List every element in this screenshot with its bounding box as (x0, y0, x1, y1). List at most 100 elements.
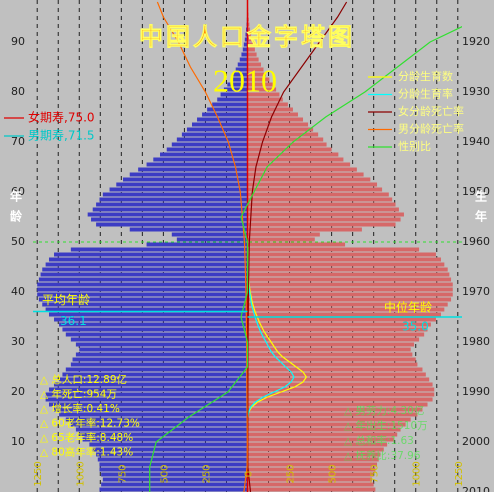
male-bar (59, 377, 248, 382)
female-bar (247, 152, 339, 157)
y-tick-label: 20 (11, 385, 25, 398)
female-bar (247, 57, 259, 62)
female-bar (247, 307, 445, 312)
y2-tick-label: 1930 (462, 85, 490, 98)
male-bar (217, 97, 248, 102)
stat-right: △ 年出生:1510万 (344, 419, 428, 432)
female-bar (247, 412, 418, 417)
female-bar (247, 147, 332, 152)
female-bar (247, 392, 435, 397)
female-bar (247, 117, 304, 122)
male-bar (96, 202, 248, 207)
male-bar (54, 382, 248, 387)
female-bar (247, 197, 393, 202)
male-bar (92, 447, 248, 452)
male-bar (45, 392, 248, 397)
male-bar (123, 177, 248, 182)
female-bar (247, 247, 420, 252)
male-bar (70, 247, 248, 252)
y2-tick-label: 2010 (462, 485, 490, 492)
male-bar (181, 132, 248, 137)
stat-left: △ 80高年率:1.43% (40, 446, 133, 459)
female-bar (247, 222, 396, 227)
median-age-value: 35.0 (402, 320, 429, 334)
x-tick-label: 1250 (33, 461, 44, 486)
male-bar (96, 222, 248, 227)
male-bar (89, 442, 248, 447)
female-bar (247, 467, 376, 472)
female-bar (247, 347, 411, 352)
y-tick-label: 50 (11, 235, 25, 248)
male-bar (62, 372, 248, 377)
male-bar (79, 432, 248, 437)
male-bar (235, 67, 248, 72)
female-bar (247, 292, 453, 297)
female-bar (247, 322, 431, 327)
female-bar (247, 342, 415, 347)
female-bar (247, 312, 441, 317)
y-tick-label: 40 (11, 285, 25, 298)
female-bar (247, 427, 401, 432)
female-bar (247, 217, 401, 222)
male-bar (96, 452, 248, 457)
legend-label: 男分龄死亡率 (398, 122, 464, 136)
female-bar (247, 387, 435, 392)
male-bar (48, 402, 248, 407)
y-tick-label: 10 (11, 435, 25, 448)
male-bar (40, 272, 248, 277)
male-bar (70, 422, 248, 427)
stat-left: △ 总人口:12.89亿 (40, 373, 127, 386)
male-bar (48, 387, 248, 392)
overlay-line (156, 1, 248, 492)
y-tick-label: 30 (11, 335, 25, 348)
y2-tick-label: 1940 (462, 135, 490, 148)
female-bar (247, 282, 453, 287)
male-bar (242, 47, 248, 52)
female-bar (247, 122, 309, 127)
x-tick-label: 500 (328, 464, 339, 483)
female-bar (247, 287, 453, 292)
female-bar (247, 357, 416, 362)
male-bar (59, 322, 248, 327)
male-bar (146, 162, 248, 167)
female-bar (247, 252, 436, 257)
male-bar (245, 27, 248, 32)
male-bar (146, 242, 248, 247)
male-bar (160, 152, 248, 157)
female-bar (247, 187, 383, 192)
male-bar (87, 212, 248, 217)
y-tick-label: 90 (11, 35, 25, 48)
male-bar (241, 52, 248, 57)
mean-age-label: 平均年龄 (42, 293, 90, 307)
female-bar (247, 42, 254, 47)
female-bar (247, 302, 448, 307)
male-bar (186, 127, 248, 132)
male-bar (54, 407, 248, 412)
female-bar (247, 167, 357, 172)
male-bar (171, 232, 248, 237)
male-bar (227, 82, 248, 87)
male-bar (129, 227, 248, 232)
male-bar (70, 337, 248, 342)
y-tick-label: 60 (11, 185, 25, 198)
x-tick-label: 750 (117, 464, 128, 483)
y2-tick-label: 1920 (462, 35, 490, 48)
male-bar (239, 57, 248, 62)
female-bar (247, 417, 411, 422)
male-bar (91, 217, 248, 222)
overlay-line (247, 1, 348, 492)
female-bar (247, 487, 376, 492)
y-tick-label: 70 (11, 135, 25, 148)
female-bar (247, 237, 315, 242)
female-bar (247, 367, 423, 372)
male-bar (102, 477, 248, 482)
male-bar (138, 167, 248, 172)
male-bar (233, 72, 248, 77)
legend-label: 女分龄死亡率 (398, 104, 464, 118)
male-bar (38, 277, 248, 282)
male-bar (75, 352, 248, 357)
stat-right: △ 抚养比:37.96 (344, 449, 421, 462)
male-bar (92, 207, 248, 212)
male-bar (176, 237, 248, 242)
male-bar (48, 257, 248, 262)
